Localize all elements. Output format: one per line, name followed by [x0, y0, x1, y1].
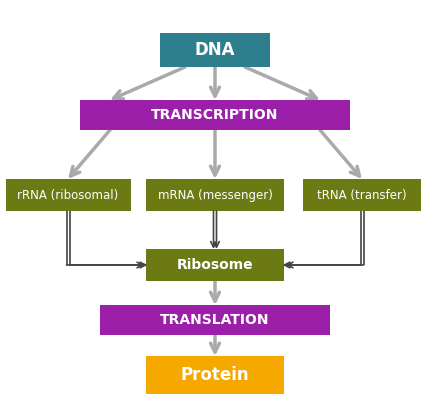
Text: TRANSLATION: TRANSLATION: [160, 313, 270, 327]
Text: Ribosome: Ribosome: [177, 258, 253, 272]
FancyBboxPatch shape: [160, 33, 270, 67]
FancyBboxPatch shape: [303, 179, 421, 211]
FancyBboxPatch shape: [6, 179, 130, 211]
Text: DNA: DNA: [195, 41, 235, 59]
FancyBboxPatch shape: [100, 305, 330, 335]
FancyBboxPatch shape: [146, 249, 284, 281]
Text: Protein: Protein: [181, 366, 249, 384]
Text: rRNA (ribosomal): rRNA (ribosomal): [17, 188, 119, 202]
FancyBboxPatch shape: [80, 100, 350, 130]
FancyBboxPatch shape: [146, 356, 284, 394]
Text: mRNA (messenger): mRNA (messenger): [157, 188, 273, 202]
Text: tRNA (transfer): tRNA (transfer): [317, 188, 407, 202]
FancyBboxPatch shape: [146, 179, 284, 211]
Text: TRANSCRIPTION: TRANSCRIPTION: [151, 108, 279, 122]
